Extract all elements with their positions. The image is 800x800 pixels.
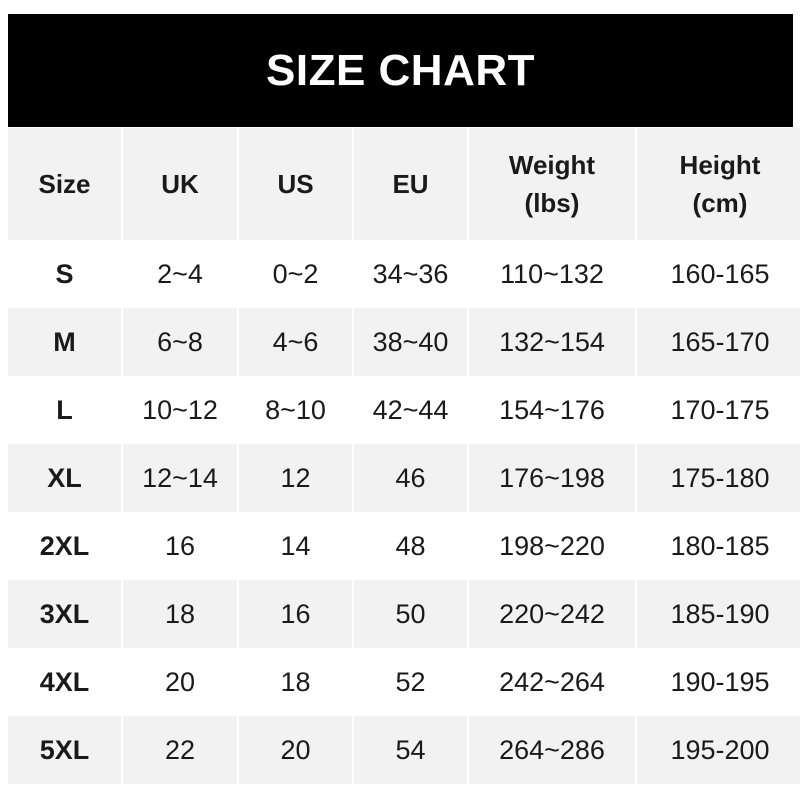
cell-height: 165-170 xyxy=(637,308,800,376)
cell-uk: 22 xyxy=(123,716,237,784)
cell-height: 190-195 xyxy=(637,648,800,716)
cell-weight: 110~132 xyxy=(469,240,635,308)
cell-weight: 154~176 xyxy=(469,376,635,444)
cell-uk: 10~12 xyxy=(123,376,237,444)
cell-eu: 42~44 xyxy=(354,376,467,444)
cell-uk: 12~14 xyxy=(123,444,237,512)
table-row: 3XL 18 16 50 220~242 185-190 xyxy=(8,580,800,648)
cell-eu: 38~40 xyxy=(354,308,467,376)
header-row: Size UK US EU Weight (lbs) Height (cm) xyxy=(8,128,800,240)
cell-height: 170-175 xyxy=(637,376,800,444)
column-header-size: Size xyxy=(8,128,121,240)
cell-uk: 6~8 xyxy=(123,308,237,376)
column-header-us: US xyxy=(239,128,352,240)
table-row: XL 12~14 12 46 176~198 175-180 xyxy=(8,444,800,512)
cell-size: S xyxy=(8,240,121,308)
table-row: 5XL 22 20 54 264~286 195-200 xyxy=(8,716,800,784)
column-header-weight: Weight (lbs) xyxy=(469,128,635,240)
cell-eu: 50 xyxy=(354,580,467,648)
cell-us: 4~6 xyxy=(239,308,352,376)
size-chart-table: Size UK US EU Weight (lbs) Height (cm) S 2~4 0~2 3… xyxy=(6,128,800,784)
column-header-uk: UK xyxy=(123,128,237,240)
table-row: 2XL 16 14 48 198~220 180-185 xyxy=(8,512,800,580)
cell-uk: 2~4 xyxy=(123,240,237,308)
cell-us: 20 xyxy=(239,716,352,784)
cell-height: 160-165 xyxy=(637,240,800,308)
cell-uk: 20 xyxy=(123,648,237,716)
cell-eu: 48 xyxy=(354,512,467,580)
cell-size: XL xyxy=(8,444,121,512)
cell-size: 4XL xyxy=(8,648,121,716)
size-chart-title: SIZE CHART xyxy=(8,14,793,127)
table-row: 4XL 20 18 52 242~264 190-195 xyxy=(8,648,800,716)
table-row: M 6~8 4~6 38~40 132~154 165-170 xyxy=(8,308,800,376)
cell-weight: 132~154 xyxy=(469,308,635,376)
cell-uk: 18 xyxy=(123,580,237,648)
cell-eu: 34~36 xyxy=(354,240,467,308)
cell-weight: 242~264 xyxy=(469,648,635,716)
cell-weight: 176~198 xyxy=(469,444,635,512)
cell-weight: 220~242 xyxy=(469,580,635,648)
cell-us: 8~10 xyxy=(239,376,352,444)
column-header-eu: EU xyxy=(354,128,467,240)
cell-us: 12 xyxy=(239,444,352,512)
cell-us: 0~2 xyxy=(239,240,352,308)
cell-weight: 198~220 xyxy=(469,512,635,580)
cell-us: 18 xyxy=(239,648,352,716)
cell-eu: 54 xyxy=(354,716,467,784)
cell-size: L xyxy=(8,376,121,444)
cell-height: 175-180 xyxy=(637,444,800,512)
column-header-height: Height (cm) xyxy=(637,128,800,240)
cell-us: 14 xyxy=(239,512,352,580)
table-row: S 2~4 0~2 34~36 110~132 160-165 xyxy=(8,240,800,308)
cell-weight: 264~286 xyxy=(469,716,635,784)
table-row: L 10~12 8~10 42~44 154~176 170-175 xyxy=(8,376,800,444)
cell-size: 3XL xyxy=(8,580,121,648)
cell-height: 180-185 xyxy=(637,512,800,580)
cell-us: 16 xyxy=(239,580,352,648)
cell-height: 185-190 xyxy=(637,580,800,648)
cell-size: 2XL xyxy=(8,512,121,580)
cell-uk: 16 xyxy=(123,512,237,580)
cell-eu: 52 xyxy=(354,648,467,716)
cell-eu: 46 xyxy=(354,444,467,512)
cell-height: 195-200 xyxy=(637,716,800,784)
cell-size: 5XL xyxy=(8,716,121,784)
cell-size: M xyxy=(8,308,121,376)
